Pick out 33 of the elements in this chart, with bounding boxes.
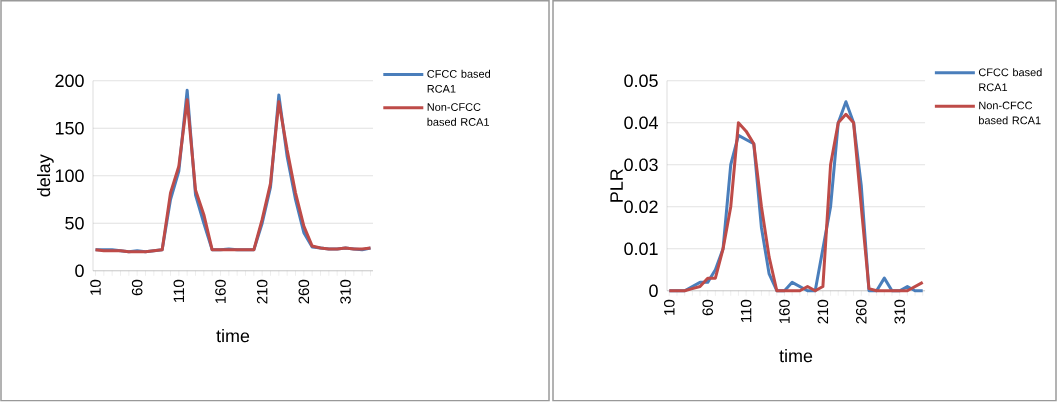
x-axis-title: time — [779, 349, 813, 363]
x-tick-label: 10 — [664, 300, 675, 315]
y-tick-label: 0.02 — [624, 200, 658, 214]
y-axis-title: PLR — [610, 169, 623, 202]
x-tick-label: 210 — [817, 300, 829, 324]
y-tick-label: 0.04 — [624, 116, 658, 130]
legend-label: CFCC based RCA1 — [978, 68, 1042, 92]
legend-label: Non-CFCC based RCA1 — [427, 103, 489, 127]
y-axis-title: delay — [37, 154, 54, 197]
x-tick-label: 310 — [340, 280, 351, 304]
y-tick-label: 100 — [55, 169, 84, 183]
y-tick-label: 50 — [65, 217, 84, 230]
x-tick-label: 10 — [90, 280, 101, 295]
y-tick-label: 200 — [55, 74, 84, 88]
y-tick-label: 0.03 — [624, 158, 658, 172]
x-tick-label: 110 — [173, 280, 185, 303]
x-tick-label: 60 — [131, 280, 143, 296]
legend-label: Non-CFCC based RCA1 — [979, 101, 1041, 125]
x-tick-label: 210 — [256, 280, 268, 304]
x-tick-label: 260 — [298, 280, 310, 304]
x-tick-label: 310 — [894, 300, 905, 324]
x-tick-label: 160 — [779, 300, 790, 324]
y-tick-label: 0.05 — [624, 74, 658, 88]
legend-label: CFCC based RCA1 — [427, 69, 491, 93]
x-axis-title: time — [216, 329, 250, 343]
y-tick-label: 0 — [75, 264, 84, 278]
x-tick-label: 60 — [702, 300, 713, 316]
x-tick-label: 110 — [740, 300, 752, 323]
y-tick-label: 0.01 — [624, 242, 658, 256]
y-tick-label: 150 — [55, 122, 84, 135]
y-tick-label: 0 — [649, 284, 658, 298]
x-tick-label: 260 — [855, 300, 867, 324]
x-tick-label: 160 — [215, 280, 226, 304]
